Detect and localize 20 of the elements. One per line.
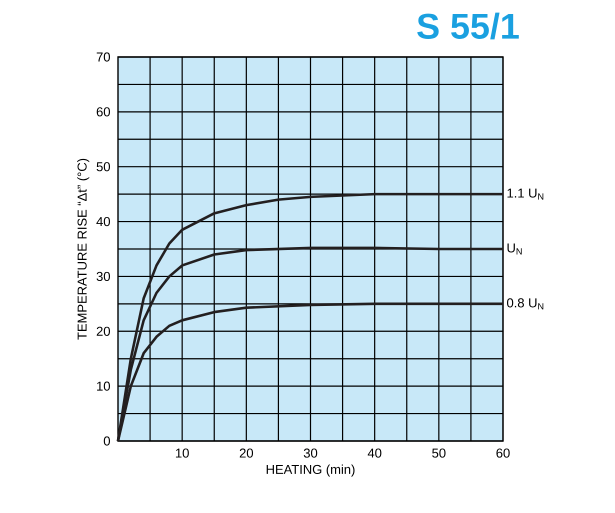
y-tick-label: 0 (104, 436, 110, 446)
y-tick-label: 50 (96, 162, 110, 172)
y-tick-label: 20 (96, 326, 110, 336)
series-label: 1.1 U$_{N}$ (508, 188, 544, 200)
chart-title: S 55/1 (417, 12, 519, 40)
x-tick-label: 20 (240, 448, 254, 458)
y-axis-title: TEMPERATURE RISE “Δt” (°C) (77, 158, 90, 340)
series-label: U$_{N}$ (508, 243, 522, 255)
y-tick-label: 60 (96, 107, 110, 116)
y-tick-label: 10 (97, 382, 110, 391)
x-tick-label: 50 (432, 448, 446, 458)
x-tick-label: 40 (368, 448, 382, 458)
x-tick-label: 30 (304, 448, 318, 458)
x-axis-title: HEATING (min) (266, 464, 355, 477)
series-label: 0.8 U$_{N}$ (507, 298, 544, 310)
y-tick-label: 30 (96, 272, 110, 282)
y-tick-label: 70 (96, 52, 110, 62)
x-tick-label: 60 (496, 448, 510, 458)
y-tick-label: 40 (96, 216, 110, 226)
x-tick-label: 10 (176, 448, 189, 458)
